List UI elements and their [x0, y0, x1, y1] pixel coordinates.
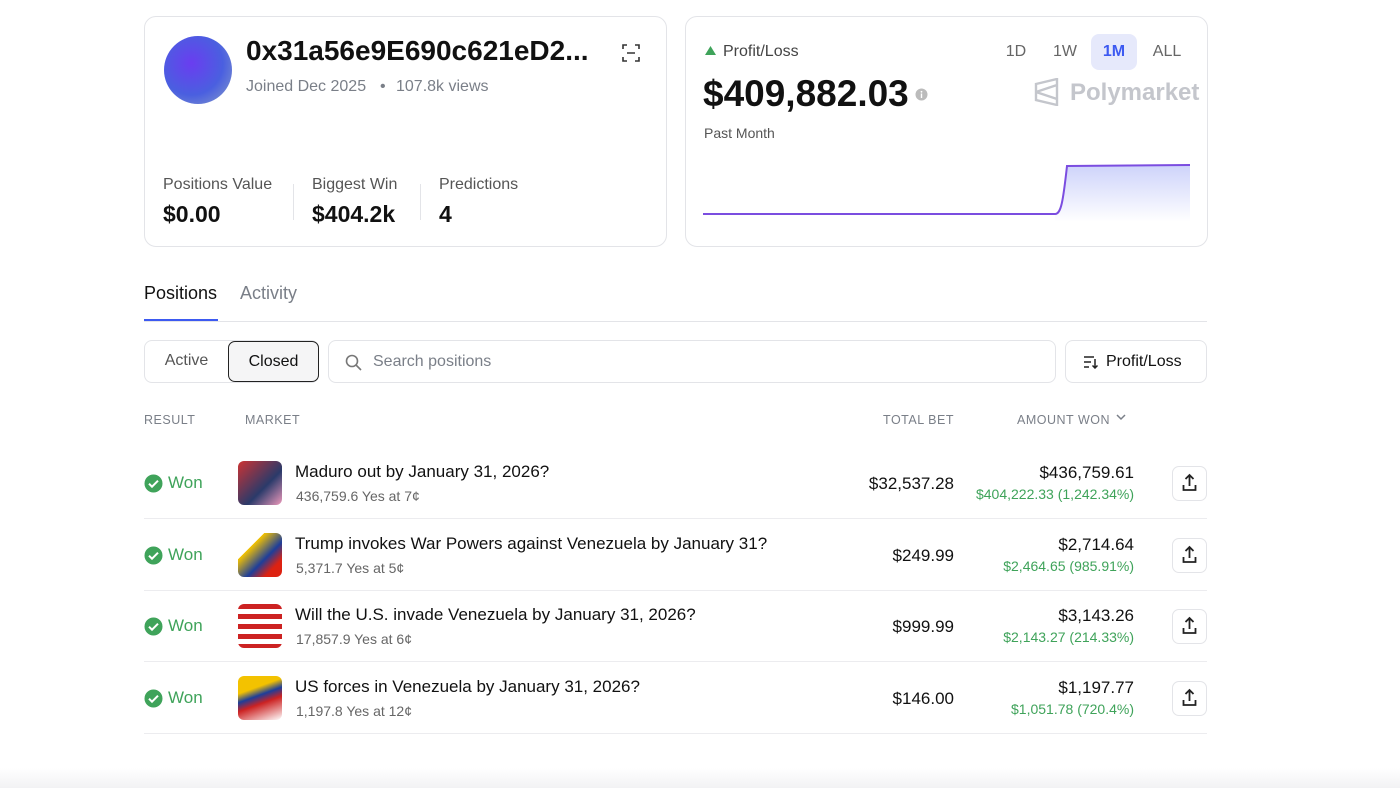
profit: $2,464.65 (985.91%): [1003, 557, 1134, 574]
market-title[interactable]: Trump invokes War Powers against Venezue…: [295, 533, 768, 553]
result: Won: [168, 616, 203, 635]
market-title[interactable]: US forces in Venezuela by January 31, 20…: [295, 676, 640, 696]
views: 107.8k views: [396, 78, 489, 95]
filter-group: Active Closed: [144, 340, 319, 383]
range-button[interactable]: 1W: [1053, 43, 1077, 60]
profit: $404,222.33 (1,242.34%): [975, 486, 1134, 502]
check: [144, 474, 163, 493]
column-header[interactable]: AMOUNT WON: [1017, 413, 1110, 427]
result: Won: [168, 473, 203, 492]
share-button[interactable]: [1172, 537, 1207, 573]
column-header: TOTAL BET: [883, 413, 954, 427]
market-shares: 1,197.8 Yes at 12¢: [296, 702, 412, 719]
amount-won: $1,197.77: [1058, 677, 1134, 697]
sort-button[interactable]: Profit/Loss: [1065, 340, 1207, 383]
stat-label: Predictions: [439, 176, 519, 193]
tab[interactable]: Positions: [144, 283, 218, 303]
result: Won: [168, 544, 203, 564]
profile-card: 0x31a56e9E690c621eD2... Joined Dec 2025 …: [144, 16, 667, 247]
market-thumb[interactable]: [238, 532, 282, 577]
share-button[interactable]: [1172, 609, 1207, 644]
total-bet: $32,537.28: [868, 474, 954, 493]
amount-won: $3,143.26: [1058, 606, 1134, 625]
range-button[interactable]: 1D: [1005, 43, 1027, 60]
brand: Polymarket: [1070, 79, 1200, 106]
joined: Joined Dec 2025: [246, 78, 367, 95]
sort-chevron[interactable]: [1115, 411, 1127, 426]
total-bet: $146.00: [892, 688, 954, 708]
total-bet: $249.99: [892, 545, 954, 565]
market-thumb[interactable]: [238, 675, 282, 720]
check-icon: [144, 474, 163, 498]
position-row: Won Trump invokes War Powers against Vene…: [144, 520, 1207, 591]
avatar: [164, 36, 232, 104]
column-header: RESULT: [144, 413, 196, 427]
share-icon: [1182, 688, 1197, 706]
market-title[interactable]: Maduro out by January 31, 2026?: [295, 462, 550, 481]
qr-icon[interactable]: [622, 44, 640, 62]
position-row: Won Maduro out by January 31, 2026? 436,75…: [144, 448, 1207, 519]
sort-label: Profit/Loss: [1106, 353, 1182, 370]
filter-button[interactable]: Active: [164, 352, 209, 369]
column-header: MARKET: [245, 413, 301, 427]
stat-divider: [420, 184, 421, 220]
range-button[interactable]: 1M: [1091, 34, 1137, 70]
check-icon: [144, 689, 163, 713]
period: Past Month: [704, 125, 775, 141]
up-arrow: [705, 46, 716, 55]
position-row: Won US forces in Venezuela by January 31,…: [144, 663, 1207, 734]
search-box[interactable]: Search positions: [328, 340, 1056, 383]
check: [144, 546, 163, 564]
share-button[interactable]: [1172, 680, 1207, 716]
market-shares: 17,857.9 Yes at 6¢: [296, 631, 412, 647]
market-shares: 436,759.6 Yes at 7¢: [296, 488, 420, 504]
pnl-label: Profit/Loss: [723, 43, 799, 60]
profit: $2,143.27 (214.33%): [1003, 629, 1134, 645]
check-icon: [144, 617, 163, 641]
stat-divider: [293, 184, 294, 220]
share-icon: [1182, 545, 1197, 563]
share-icon: [1182, 616, 1197, 634]
search-placeholder: Search positions: [373, 353, 492, 370]
pnl-amount: $409,882.03: [703, 73, 909, 114]
chevron: [1116, 414, 1126, 421]
market-thumb[interactable]: [238, 461, 282, 505]
market-thumb[interactable]: [238, 604, 282, 648]
share-icon: [1182, 473, 1197, 491]
info-icon[interactable]: [915, 88, 928, 101]
amount-won: $436,759.61: [1039, 463, 1134, 482]
tab-underline: [144, 319, 218, 321]
profit: $1,051.78 (720.4%): [1011, 700, 1134, 717]
pnl-sparkline: [703, 164, 1190, 222]
pnl-card: Profit/Loss 1D 1W 1M ALL $409,882.03 Polyma…: [685, 16, 1208, 247]
check: [144, 689, 163, 707]
market-shares: 5,371.7 Yes at 5¢: [296, 559, 405, 576]
dot: •: [380, 78, 386, 95]
stat-value: $0.00: [163, 201, 221, 227]
check: [144, 617, 163, 636]
brand-logo: [1034, 78, 1059, 106]
market-title[interactable]: Will the U.S. invade Venezuela by Januar…: [295, 605, 696, 624]
share-button[interactable]: [1172, 466, 1207, 501]
amount-won: $2,714.64: [1058, 534, 1134, 554]
search-icon: [345, 354, 362, 371]
result: Won: [168, 687, 203, 707]
page-footer-fade: [0, 768, 1400, 788]
address: 0x31a56e9E690c621eD2...: [246, 35, 589, 66]
tabs-divider: [144, 321, 1207, 322]
filter-button[interactable]: Closed: [228, 341, 319, 382]
sort-icon: [1084, 356, 1098, 369]
stat-label: Biggest Win: [312, 176, 398, 193]
stat-label: Positions Value: [163, 176, 273, 193]
stat-value: $404.2k: [312, 201, 396, 227]
range-button[interactable]: ALL: [1152, 43, 1182, 60]
check-icon: [144, 546, 163, 570]
tab[interactable]: Activity: [240, 283, 298, 303]
stat-value: 4: [439, 201, 452, 227]
total-bet: $999.99: [892, 617, 954, 636]
position-row: Won Will the U.S. invade Venezuela by Jan…: [144, 591, 1207, 662]
